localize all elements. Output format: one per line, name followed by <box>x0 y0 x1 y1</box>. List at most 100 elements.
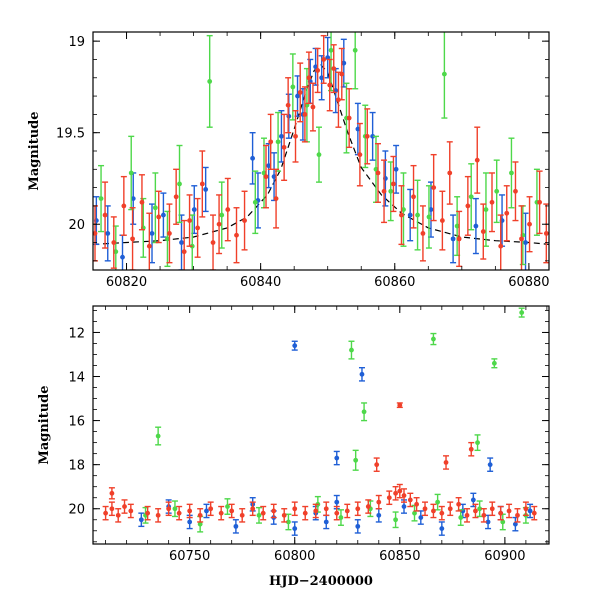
top-data-point <box>357 152 363 158</box>
top-data-point <box>161 212 166 218</box>
bottom-data-point <box>155 512 161 518</box>
bottom-data-point <box>260 510 266 516</box>
bottom-data-point <box>271 508 277 514</box>
bottom-data-point <box>334 455 340 461</box>
top-data-point <box>316 152 322 158</box>
bottom-data-point <box>468 446 474 452</box>
top-xtick-label: 60840 <box>240 275 281 290</box>
bottom-data-point <box>338 515 344 520</box>
bottom-data-point <box>531 510 537 516</box>
top-data-point <box>465 203 471 209</box>
top-data-point <box>373 166 379 172</box>
bottom-ytick-label: 18 <box>68 459 85 474</box>
bottom-ylabel: Magnitude <box>37 385 52 464</box>
bottom-xlabel: HJD−2400000 <box>269 574 373 589</box>
top-data-point <box>428 207 434 212</box>
top-data-point <box>187 218 192 223</box>
bottom-ytick-label: 20 <box>68 503 85 518</box>
bottom-data-point <box>166 506 172 512</box>
top-series-red <box>93 34 549 270</box>
top-data-point <box>219 212 225 218</box>
bottom-data-point <box>355 506 361 512</box>
top-data-point <box>473 223 479 229</box>
top-data-point <box>483 207 489 212</box>
top-data-point <box>439 218 445 223</box>
bottom-ytick-label: 16 <box>68 415 85 430</box>
top-data-point <box>111 240 117 245</box>
bottom-data-point <box>229 508 235 514</box>
bottom-data-point <box>376 499 382 505</box>
top-data-point <box>336 97 341 103</box>
top-data-point <box>313 64 319 70</box>
bottom-data-point <box>386 495 392 501</box>
bottom-data-point <box>313 508 319 514</box>
top-data-point <box>281 144 287 150</box>
bottom-data-point <box>155 433 161 439</box>
top-data-point <box>105 230 111 236</box>
top-data-point <box>346 115 352 121</box>
top-data-point <box>121 203 127 209</box>
bottom-data-point <box>138 517 144 523</box>
top-data-point <box>415 212 420 218</box>
top-data-point <box>130 196 136 202</box>
bottom-series-red <box>102 402 538 523</box>
bottom-data-point <box>491 360 497 366</box>
bottom-data-point <box>456 501 462 507</box>
top-data-point <box>297 90 303 95</box>
top-data-point <box>149 230 155 236</box>
bottom-data-point <box>197 521 203 527</box>
bottom-data-point <box>473 508 478 514</box>
top-ytick-label: 20 <box>68 218 85 233</box>
top-data-point <box>195 225 201 231</box>
bottom-xtick-label: 60900 <box>484 549 525 564</box>
top-data-point <box>234 232 239 238</box>
bottom-data-point <box>334 510 340 516</box>
bottom-ytick-label: 14 <box>68 371 85 386</box>
top-data-point <box>242 218 247 223</box>
bottom-data-point <box>109 506 115 512</box>
bottom-data-point <box>431 336 436 342</box>
top-data-point <box>179 240 184 245</box>
top-data-point <box>177 181 182 187</box>
top-data-point <box>128 170 134 176</box>
top-data-point <box>450 236 456 242</box>
top-data-point <box>268 139 274 145</box>
bottom-data-point <box>208 506 214 512</box>
bottom-data-point <box>286 519 291 525</box>
top-data-point <box>352 47 358 53</box>
bottom-data-point <box>418 515 424 520</box>
bottom-data-point <box>145 510 151 516</box>
bottom-data-point <box>527 508 533 514</box>
top-data-point <box>310 104 316 110</box>
top-data-point <box>537 199 543 205</box>
top-data-point <box>290 84 296 90</box>
bottom-data-point <box>397 402 403 408</box>
bottom-data-point <box>512 521 518 527</box>
bottom-data-point <box>197 512 203 518</box>
top-data-point <box>203 187 209 192</box>
bottom-data-point <box>365 504 371 509</box>
top-data-point <box>250 155 256 161</box>
top-data-point <box>420 230 426 236</box>
top-data-point <box>331 66 337 72</box>
bottom-data-point <box>431 508 436 514</box>
bottom-data-point <box>487 462 493 468</box>
top-data-point <box>426 214 432 220</box>
bottom-data-point <box>439 510 445 516</box>
top-data-point <box>447 170 453 176</box>
top-data-point <box>454 223 460 229</box>
top-data-point <box>468 194 474 200</box>
bottom-data-point <box>349 347 354 353</box>
bottom-data-point <box>401 493 407 498</box>
bottom-data-point <box>374 462 380 468</box>
bottom-panel: 60750 60800 60850 60900 12 14 16 18 20 Magnitude… <box>37 305 550 589</box>
bottom-data-point <box>500 519 506 525</box>
bottom-data-point <box>485 519 491 525</box>
top-data-point <box>263 174 269 180</box>
bottom-data-point <box>323 506 329 512</box>
top-data-point <box>370 133 376 139</box>
top-data-point <box>181 249 187 255</box>
top-data-point <box>407 212 413 218</box>
bottom-data-point <box>109 490 115 496</box>
